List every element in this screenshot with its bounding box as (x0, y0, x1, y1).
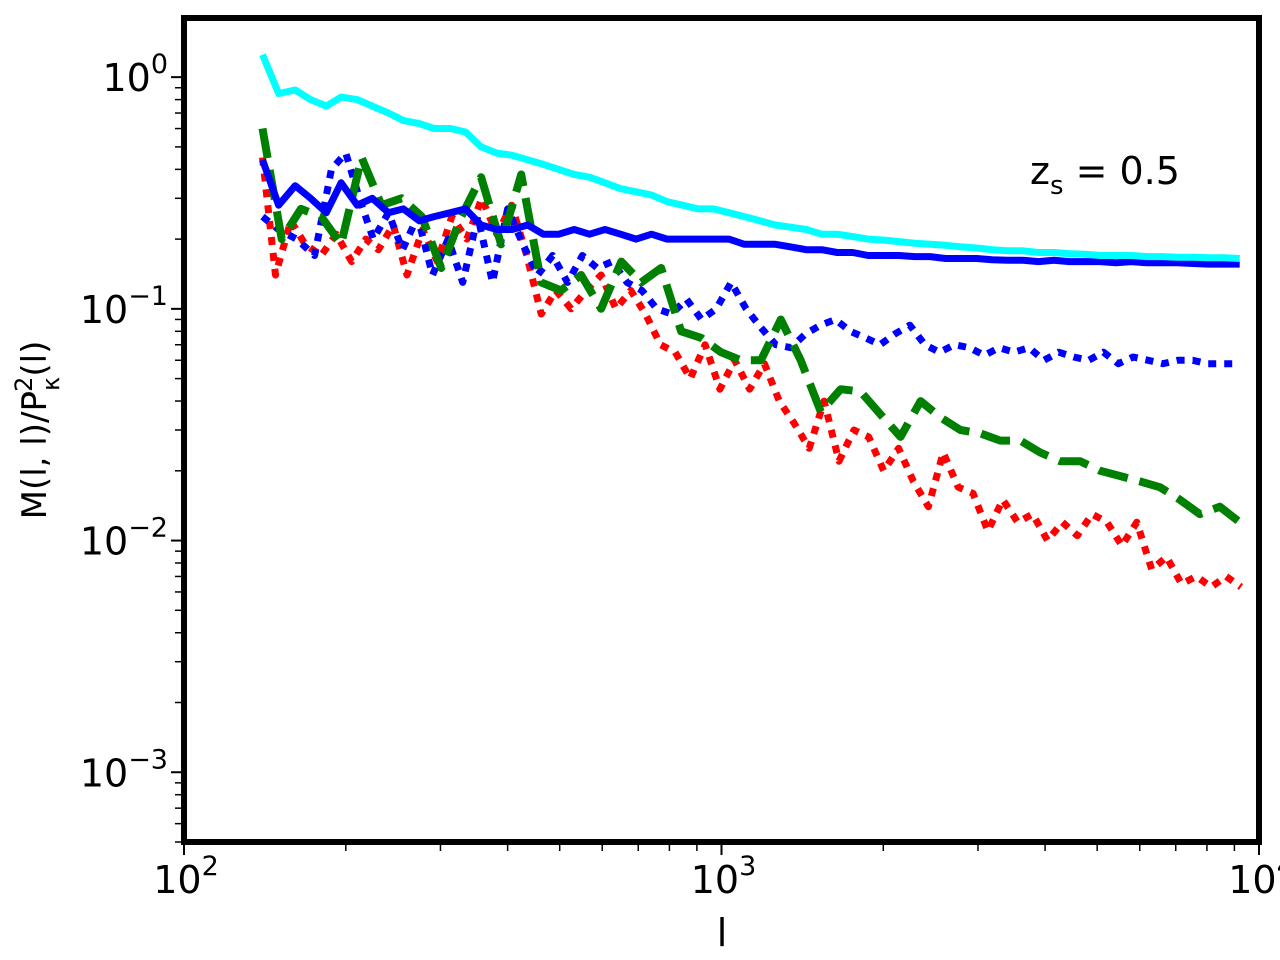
y-tick-label: 10−1 (80, 281, 168, 332)
x-tick-label: 104 (1228, 851, 1280, 902)
ticks-layer (171, 76, 1260, 855)
y-tick-label: 100 (102, 49, 168, 100)
series-line-5-solid (259, 53, 1240, 262)
series-line-3-dashed (258, 127, 1243, 526)
y-tick-label: 10−3 (80, 744, 168, 795)
y-axis-label: M(l, l)/Pκ2(l) (10, 341, 65, 520)
x-axis-label: l (717, 911, 728, 955)
x-tick-label: 103 (691, 851, 757, 902)
plot-frame (181, 15, 1262, 845)
x-tick-label: 102 (153, 851, 219, 902)
series-line-2-dotted (260, 149, 1238, 368)
series-layer (258, 53, 1244, 591)
redshift-annotation: zs = 0.5 (1030, 149, 1180, 201)
y-tick-label: 10−2 (80, 513, 168, 564)
series-line-4-solid (259, 158, 1240, 268)
